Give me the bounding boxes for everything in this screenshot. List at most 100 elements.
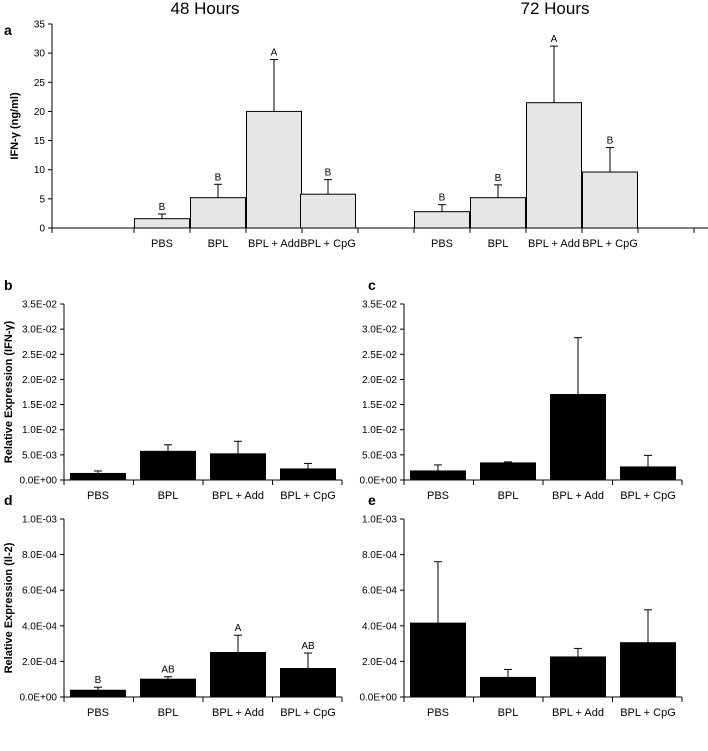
x-category-label: BPL — [158, 707, 179, 719]
y-tick-label: 6.0E-04 — [362, 586, 397, 597]
y-tick-label: 1.5E-02 — [362, 400, 397, 411]
significance-letter: A — [551, 34, 558, 45]
x-category-label: BPL + CpG — [582, 238, 638, 250]
bar — [140, 450, 196, 481]
y-tick-label: 10 — [34, 165, 46, 176]
bar — [410, 470, 466, 481]
x-category-label: PBS — [87, 490, 109, 502]
bar — [300, 193, 356, 229]
panel-label: c — [368, 277, 376, 293]
x-category-label: BPL + CpG — [620, 490, 676, 502]
bar — [210, 453, 266, 481]
bar — [140, 678, 196, 698]
bar — [620, 466, 676, 481]
x-category-label: BPL — [208, 238, 229, 250]
y-tick-label: 0 — [39, 224, 45, 235]
y-tick-label: 1.0E-03 — [22, 515, 57, 526]
y-tick-label: 8.0E-04 — [362, 550, 397, 561]
x-category-label: BPL + Add — [528, 238, 580, 250]
y-tick-label: 1.0E-02 — [362, 425, 397, 436]
significance-letter: B — [159, 202, 166, 213]
y-tick-label: 2.5E-02 — [22, 350, 57, 361]
y-axis-label: Relative Expression (Il-2) — [3, 542, 15, 673]
y-tick-label: 2.0E-04 — [22, 657, 57, 668]
bar — [246, 110, 302, 229]
panel-d-il2-expression-48h: d 0.0E+00 2.0E-04 4.0E-04 6.0E-04 8.0E-04 1.0E… — [3, 492, 343, 719]
significance-letter: A — [235, 623, 242, 634]
bar — [480, 462, 536, 481]
bar — [480, 676, 536, 698]
x-category-label: BPL + Add — [552, 707, 604, 719]
significance-letter: B — [495, 173, 502, 184]
y-tick-label: 2.0E-02 — [362, 375, 397, 386]
bar — [550, 394, 606, 481]
y-tick-label: 5.0E-03 — [362, 450, 397, 461]
significance-letter: A — [271, 48, 278, 59]
y-tick-label: 0.0E+00 — [19, 476, 57, 487]
x-category-label: PBS — [151, 238, 173, 250]
y-tick-label: 3.5E-02 — [22, 300, 57, 311]
y-tick-label: 4.0E-04 — [362, 621, 397, 632]
significance-letter: AB — [161, 665, 175, 676]
y-tick-label: 2.5E-02 — [362, 350, 397, 361]
x-category-label: BPL — [498, 490, 519, 502]
y-tick-label: 4.0E-04 — [22, 621, 57, 632]
y-tick-label: 15 — [34, 136, 46, 147]
significance-letter: AB — [301, 641, 315, 652]
y-tick-label: 0.0E+00 — [359, 476, 397, 487]
bar — [470, 197, 526, 229]
y-tick-label: 35 — [34, 20, 46, 31]
y-tick-label: 6.0E-04 — [22, 586, 57, 597]
y-tick-label: 2.0E-02 — [22, 375, 57, 386]
bar — [280, 468, 336, 481]
panel-label: e — [368, 492, 376, 508]
x-category-label: BPL + Add — [248, 238, 300, 250]
y-tick-label: 3.5E-02 — [362, 300, 397, 311]
x-category-label: PBS — [427, 490, 449, 502]
x-category-label: BPL + Add — [212, 707, 264, 719]
bar — [526, 102, 582, 229]
bar — [620, 642, 676, 698]
panel-label: d — [4, 492, 13, 508]
bar — [582, 171, 638, 229]
x-category-label: BPL — [498, 707, 519, 719]
bar — [134, 218, 190, 229]
y-tick-label: 0.0E+00 — [19, 693, 57, 704]
bar — [414, 211, 470, 229]
significance-letter: B — [215, 172, 222, 183]
y-tick-label: 30 — [34, 49, 46, 60]
y-tick-label: 1.0E-03 — [362, 515, 397, 526]
x-category-label: PBS — [427, 707, 449, 719]
x-category-label: BPL + Add — [212, 490, 264, 502]
bar — [210, 652, 266, 698]
y-tick-label: 8.0E-04 — [22, 550, 57, 561]
y-axis-label: IFN-γ (ng/ml) — [9, 92, 21, 160]
y-tick-label: 20 — [34, 107, 46, 118]
significance-letter: B — [439, 193, 446, 204]
x-category-label: BPL — [488, 238, 509, 250]
y-tick-label: 25 — [34, 78, 46, 89]
panel-a-ifn-protein-chart: a 0 5 10 15 20 25 30 35 IFN-γ (ng/ml) 48 Hours B PBS… — [4, 0, 708, 250]
panel-e-il2-expression-72h: e 0.0E+00 2.0E-04 4.0E-04 6.0E-04 8.0E-04 1.0E… — [359, 492, 683, 719]
x-category-label: PBS — [87, 707, 109, 719]
x-category-label: PBS — [431, 238, 453, 250]
y-axis-label: Relative Expression (IFN-γ) — [3, 320, 15, 463]
y-tick-label: 3.0E-02 — [22, 325, 57, 336]
panel-c-ifn-expression-72h: c 0.0E+00 5.0E-03 1.0E-02 1.5E-02 2.0E-02 2.5E… — [359, 277, 683, 502]
bar — [70, 689, 126, 698]
y-tick-label: 1.5E-02 — [22, 400, 57, 411]
bar — [410, 622, 466, 698]
y-tick-label: 1.0E-02 — [22, 425, 57, 436]
panel-label: b — [4, 277, 13, 293]
group-title: 48 Hours — [171, 0, 240, 18]
bar — [550, 656, 606, 698]
y-tick-label: 5.0E-03 — [22, 450, 57, 461]
panel-b-ifn-expression-48h: b 0.0E+00 5.0E-03 1.0E-02 1.5E-02 2.0E-02 2.5E… — [3, 277, 343, 502]
significance-letter: B — [95, 675, 102, 686]
x-category-label: BPL — [158, 490, 179, 502]
y-tick-label: 0.0E+00 — [359, 693, 397, 704]
x-category-label: BPL + CpG — [620, 707, 676, 719]
bar — [190, 197, 246, 229]
x-category-label: BPL + CpG — [280, 490, 336, 502]
